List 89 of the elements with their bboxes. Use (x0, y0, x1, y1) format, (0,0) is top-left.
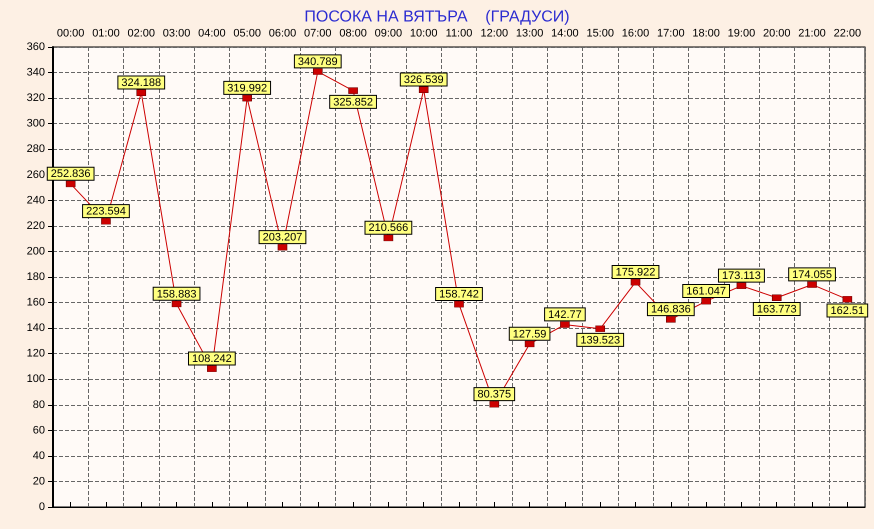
x-tick-label: 04:00 (198, 28, 226, 40)
x-tick-label: 01:00 (92, 28, 120, 40)
x-tick-label: 14:00 (551, 28, 579, 40)
point (490, 401, 500, 408)
data-label: 163.773 (756, 303, 797, 316)
y-tick-label: 20 (32, 475, 45, 488)
data-label: 161.047 (686, 286, 726, 298)
data-label: 340.789 (298, 56, 338, 68)
y-tick-label: 120 (26, 348, 45, 360)
data-label: 175.922 (616, 266, 656, 279)
x-tick-label: 13:00 (516, 28, 544, 40)
point (630, 278, 640, 286)
x-tick-label: 21:00 (798, 28, 826, 40)
data-label: 203.207 (262, 232, 302, 244)
y-tick-label: 300 (26, 118, 45, 130)
x-tick-label: 19:00 (728, 28, 756, 40)
point (384, 234, 394, 242)
x-tick-label: 08:00 (339, 28, 367, 40)
x-tick-label: 17:00 (657, 28, 685, 40)
data-label: 174.055 (792, 268, 832, 281)
x-tick-label: 22:00 (834, 28, 862, 40)
y-tick-label: 220 (26, 220, 45, 232)
y-tick-label: 40 (32, 450, 45, 462)
x-tick-label: 10:00 (410, 28, 438, 40)
x-tick-label: 15:00 (586, 28, 614, 40)
x-tick-label: 06:00 (268, 28, 296, 40)
point (172, 300, 182, 308)
y-tick-label: 360 (26, 41, 45, 53)
data-label: 252.836 (50, 168, 91, 180)
point (666, 316, 676, 323)
data-label: 210.566 (368, 222, 408, 234)
point (595, 325, 605, 332)
data-label: 173.113 (722, 270, 761, 282)
y-tick-label: 260 (26, 168, 45, 181)
x-tick-label: 00:00 (56, 28, 84, 40)
point (807, 281, 817, 288)
y-tick-label: 180 (26, 271, 45, 283)
chart-title: ПОСОКА НА ВЯТЪРА (ГРАДУСИ) (304, 8, 570, 26)
point (418, 86, 428, 94)
x-tick-label: 12:00 (480, 28, 508, 40)
data-label: 158.883 (156, 288, 196, 300)
y-tick-label: 60 (32, 424, 45, 436)
data-label: 139.523 (580, 334, 620, 346)
point (101, 218, 111, 225)
point (736, 282, 746, 290)
data-label: 319.992 (227, 82, 268, 94)
point (348, 87, 358, 94)
x-tick-label: 03:00 (162, 28, 190, 40)
y-tick-label: 140 (26, 322, 45, 334)
y-tick-label: 100 (26, 373, 45, 386)
point (454, 300, 464, 308)
point (772, 294, 782, 301)
data-label: 325.852 (333, 96, 373, 108)
point (842, 296, 852, 303)
point (136, 90, 146, 96)
point (701, 298, 711, 304)
data-label: 162.51 (830, 305, 864, 318)
x-tick-label: 07:00 (304, 28, 332, 40)
x-tick-label: 11:00 (446, 28, 472, 40)
x-tick-label: 20:00 (762, 28, 791, 40)
point (66, 180, 76, 188)
y-tick-label: 340 (26, 66, 45, 79)
y-tick-label: 240 (26, 194, 45, 206)
y-tick-label: 280 (26, 143, 45, 156)
point (313, 68, 323, 75)
point (524, 340, 534, 348)
y-tick-label: 320 (26, 92, 45, 104)
x-tick-label: 16:00 (622, 28, 650, 40)
x-tick-label: 09:00 (374, 28, 402, 40)
data-label: 324.188 (121, 77, 162, 90)
point (560, 321, 570, 328)
x-tick-label: 05:00 (233, 28, 261, 40)
x-tick-label: 02:00 (127, 28, 156, 40)
data-label: 80.375 (477, 388, 512, 401)
point (207, 365, 217, 372)
data-label: 146.836 (650, 304, 691, 316)
data-label: 158.742 (439, 288, 479, 300)
y-tick-label: 80 (32, 398, 45, 411)
y-tick-label: 200 (26, 245, 45, 258)
data-label: 142.77 (548, 308, 582, 321)
data-label: 223.594 (86, 206, 126, 218)
data-label: 108.242 (192, 352, 232, 365)
x-tick-label: 18:00 (692, 28, 720, 40)
data-label: 127.59 (512, 328, 546, 340)
data-label: 326.539 (404, 74, 444, 86)
y-tick-label: 0 (38, 501, 45, 513)
point (242, 94, 252, 102)
point (278, 244, 288, 251)
y-tick-label: 160 (26, 296, 45, 309)
